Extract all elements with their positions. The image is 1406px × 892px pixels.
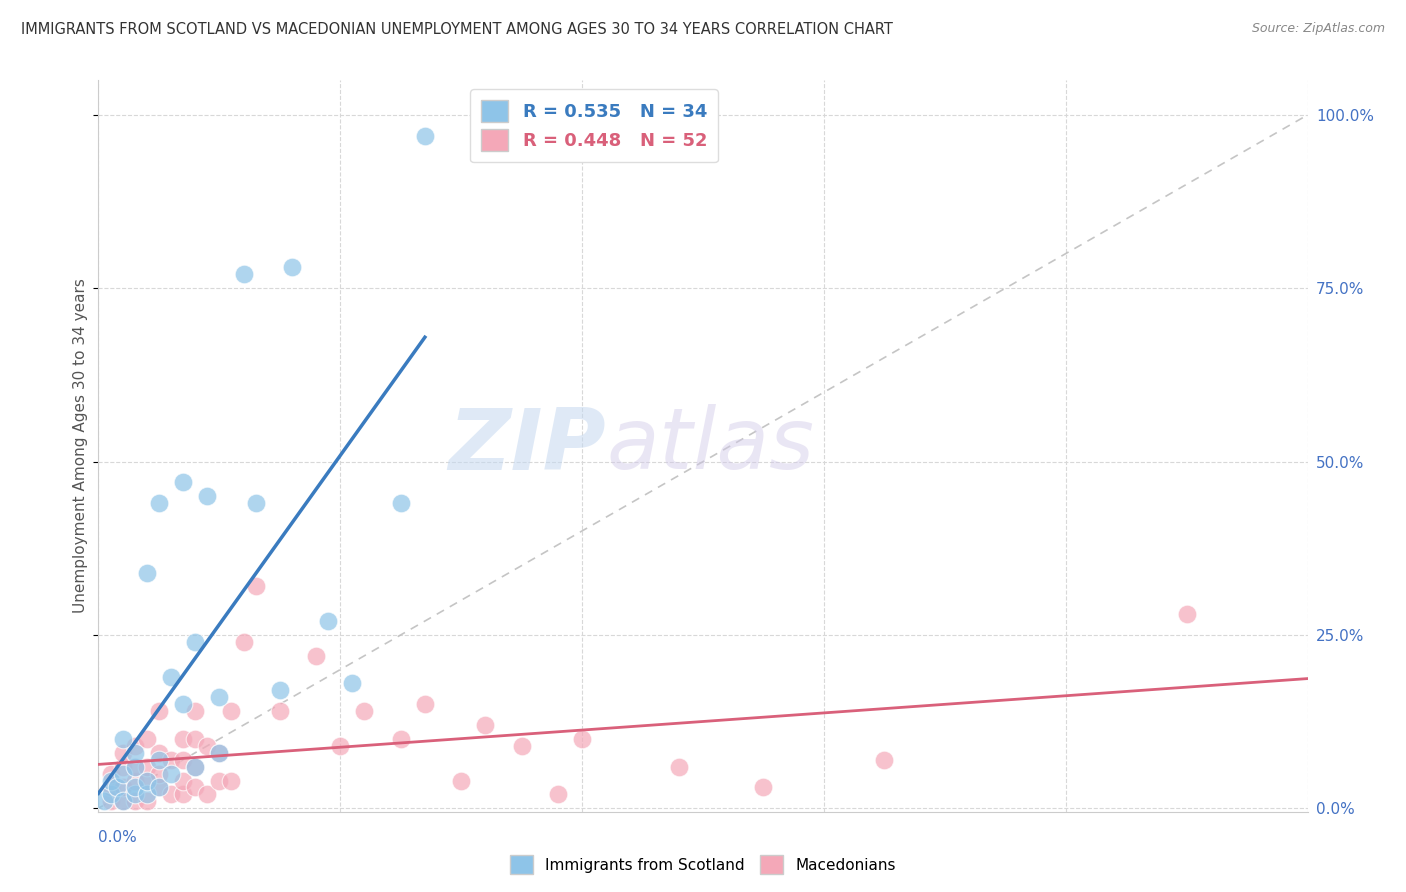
Point — [195, 489, 218, 503]
Point — [135, 788, 157, 802]
Point — [571, 731, 593, 746]
Point — [1175, 607, 1198, 621]
Point — [474, 718, 496, 732]
Point — [172, 773, 194, 788]
Point — [100, 794, 122, 808]
Point — [111, 746, 134, 760]
Point — [208, 746, 231, 760]
Point — [111, 794, 134, 808]
Point — [100, 780, 122, 795]
Point — [160, 753, 183, 767]
Point — [184, 780, 207, 795]
Point — [342, 676, 364, 690]
Point — [172, 753, 194, 767]
Point — [184, 759, 207, 773]
Text: IMMIGRANTS FROM SCOTLAND VS MACEDONIAN UNEMPLOYMENT AMONG AGES 30 TO 34 YEARS CO: IMMIGRANTS FROM SCOTLAND VS MACEDONIAN U… — [21, 22, 893, 37]
Point — [105, 780, 128, 795]
Point — [124, 739, 146, 753]
Point — [148, 753, 170, 767]
Point — [389, 496, 412, 510]
Point — [124, 759, 146, 773]
Point — [124, 780, 146, 795]
Legend: Immigrants from Scotland, Macedonians: Immigrants from Scotland, Macedonians — [503, 849, 903, 880]
Point — [100, 788, 122, 802]
Point — [111, 731, 134, 746]
Point — [184, 759, 207, 773]
Point — [100, 766, 122, 780]
Point — [148, 746, 170, 760]
Point — [752, 780, 775, 795]
Point — [316, 614, 339, 628]
Point — [124, 773, 146, 788]
Point — [353, 704, 375, 718]
Point — [281, 260, 304, 275]
Point — [413, 698, 436, 712]
Point — [510, 739, 533, 753]
Point — [148, 780, 170, 795]
Point — [195, 739, 218, 753]
Point — [269, 683, 291, 698]
Point — [221, 704, 243, 718]
Point — [100, 773, 122, 788]
Point — [873, 753, 896, 767]
Point — [111, 766, 134, 780]
Legend: R = 0.535   N = 34, R = 0.448   N = 52: R = 0.535 N = 34, R = 0.448 N = 52 — [470, 89, 718, 162]
Point — [172, 731, 194, 746]
Point — [111, 759, 134, 773]
Point — [93, 794, 115, 808]
Y-axis label: Unemployment Among Ages 30 to 34 years: Unemployment Among Ages 30 to 34 years — [73, 278, 87, 614]
Point — [172, 698, 194, 712]
Point — [135, 731, 157, 746]
Point — [245, 496, 267, 510]
Point — [269, 704, 291, 718]
Point — [135, 794, 157, 808]
Point — [135, 566, 157, 580]
Point — [124, 794, 146, 808]
Point — [389, 731, 412, 746]
Point — [148, 496, 170, 510]
Point — [111, 780, 134, 795]
Point — [413, 128, 436, 143]
Point — [668, 759, 690, 773]
Point — [124, 746, 146, 760]
Point — [208, 690, 231, 705]
Point — [148, 766, 170, 780]
Point — [450, 773, 472, 788]
Point — [135, 759, 157, 773]
Text: atlas: atlas — [606, 404, 814, 488]
Point — [124, 788, 146, 802]
Point — [160, 669, 183, 683]
Point — [135, 773, 157, 788]
Point — [184, 704, 207, 718]
Point — [124, 759, 146, 773]
Point — [329, 739, 352, 753]
Point — [148, 704, 170, 718]
Point — [547, 788, 569, 802]
Point — [111, 794, 134, 808]
Point — [208, 746, 231, 760]
Point — [305, 648, 328, 663]
Point — [160, 788, 183, 802]
Point — [245, 579, 267, 593]
Point — [232, 635, 254, 649]
Text: Source: ZipAtlas.com: Source: ZipAtlas.com — [1251, 22, 1385, 36]
Text: ZIP: ZIP — [449, 404, 606, 488]
Point — [184, 731, 207, 746]
Point — [172, 475, 194, 490]
Point — [160, 766, 183, 780]
Point — [221, 773, 243, 788]
Point — [148, 780, 170, 795]
Point — [172, 788, 194, 802]
Text: 0.0%: 0.0% — [98, 830, 138, 845]
Point — [135, 773, 157, 788]
Point — [232, 268, 254, 282]
Point — [208, 773, 231, 788]
Point — [184, 635, 207, 649]
Point — [195, 788, 218, 802]
